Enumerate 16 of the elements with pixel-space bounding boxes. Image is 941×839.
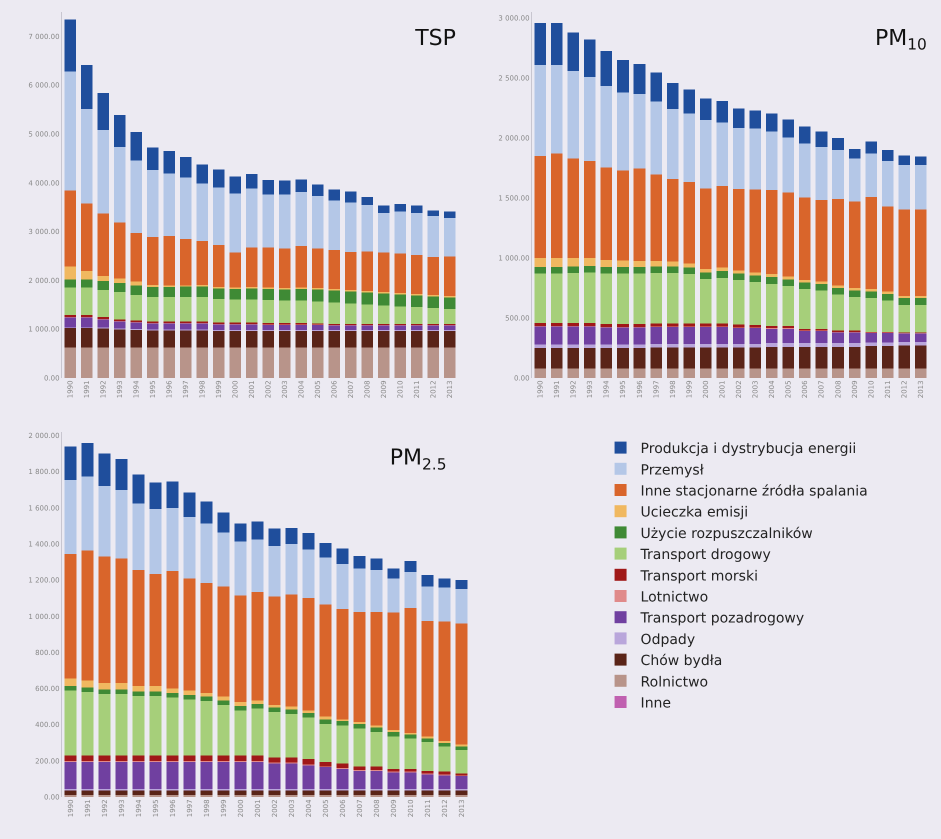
legend-label: Produkcja i dystrybucja energii	[640, 441, 856, 458]
legend-label: Użycie rozpuszczalników	[640, 526, 813, 542]
legend-label: Chów bydła	[640, 653, 722, 670]
legend-label: Inne stacjonarne źródła spalania	[640, 483, 868, 500]
legend-label: Rolnictwo	[640, 674, 708, 690]
text: PM$_{2.5}$	[390, 446, 446, 474]
legend-label: Inne	[640, 695, 672, 712]
text: TSP	[414, 26, 456, 51]
legend-label: Transport drogowy	[640, 547, 771, 564]
text: PM$_{10}$	[875, 26, 927, 54]
legend-label: Przemysł	[640, 462, 704, 478]
legend-label: Lotnictwo	[640, 589, 708, 606]
legend-label: Transport pozadrogowy	[640, 610, 804, 627]
legend-label: Transport morski	[640, 568, 758, 584]
legend-label: Ucieczka emisji	[640, 504, 748, 521]
legend-label: Odpady	[640, 632, 696, 648]
